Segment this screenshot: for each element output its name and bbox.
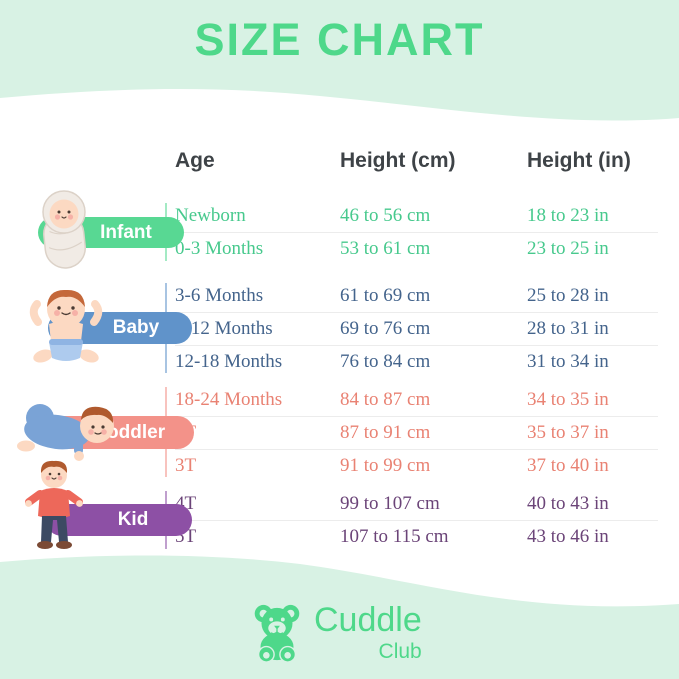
height-in-cell: 18 to 23 in — [527, 205, 609, 226]
header-age: Age — [175, 149, 215, 172]
baby-rows: 3-6 Months 61 to 69 cm 25 to 28 in 6-12 … — [175, 280, 658, 378]
age-cell: Newborn — [175, 205, 246, 226]
table-row: Newborn 46 to 56 cm 18 to 23 in — [175, 200, 658, 232]
header-height-in: Height (in) — [527, 149, 631, 172]
height-in-cell: 40 to 43 in — [527, 493, 609, 514]
infant-label: Infant — [100, 221, 152, 243]
age-cell: 0-3 Months — [175, 238, 264, 259]
logo-sub-text: Club — [378, 640, 422, 664]
height-in-cell: 31 to 34 in — [527, 351, 609, 372]
table-row: 3T 91 to 99 cm 37 to 40 in — [175, 449, 658, 482]
header-height-cm: Height (cm) — [340, 149, 456, 172]
page-title: SIZE CHART — [194, 14, 485, 65]
height-cm-cell: 99 to 107 cm — [340, 493, 440, 514]
kid-illustration — [24, 458, 88, 557]
kid-label-pill: Kid — [46, 504, 192, 536]
height-cm-cell: 91 to 99 cm — [340, 455, 431, 476]
height-cm-cell: 84 to 87 cm — [340, 389, 431, 410]
age-cell: 12-18 Months — [175, 351, 283, 372]
table-row: 12-18 Months 76 to 84 cm 31 to 34 in — [175, 345, 658, 378]
height-cm-cell: 53 to 61 cm — [340, 238, 431, 259]
height-in-cell: 28 to 31 in — [527, 318, 609, 339]
height-cm-cell: 87 to 91 cm — [340, 422, 431, 443]
toddler-rows: 18-24 Months 84 to 87 cm 34 to 35 in 2T … — [175, 384, 658, 482]
height-in-cell: 35 to 37 in — [527, 422, 609, 443]
table-row: 2T 87 to 91 cm 35 to 37 in — [175, 416, 658, 449]
baby-illustration — [16, 282, 116, 379]
table-header: Age Height (cm) Height (in) — [175, 149, 658, 173]
height-in-cell: 23 to 25 in — [527, 238, 609, 259]
height-cm-cell: 61 to 69 cm — [340, 285, 431, 306]
kid-label: Kid — [117, 509, 149, 530]
table-row: 5T 107 to 115 cm 43 to 46 in — [175, 520, 658, 553]
age-cell: 2T — [175, 422, 340, 444]
toddler-illustration — [10, 392, 125, 471]
height-in-cell: 34 to 35 in — [527, 389, 609, 410]
table-row: 6-12 Months 69 to 76 cm 28 to 31 in — [175, 312, 658, 345]
age-cell: 4T — [175, 493, 197, 514]
height-in-cell: 43 to 46 in — [527, 526, 609, 547]
brand-logo: Cuddle Club — [246, 601, 422, 664]
height-in-cell: 25 to 28 in — [527, 285, 609, 306]
age-cell: 5T — [175, 526, 197, 547]
baby-label: Baby — [112, 317, 160, 338]
age-cell: 6-12 Months — [175, 318, 273, 339]
kid-rows: 4T 99 to 107 cm 40 to 43 in 5T 107 to 11… — [175, 488, 658, 553]
height-cm-cell: 46 to 56 cm — [340, 205, 431, 226]
height-cm-cell: 76 to 84 cm — [340, 351, 431, 372]
age-cell: 3-6 Months — [175, 285, 264, 306]
height-in-cell: 37 to 40 in — [527, 455, 609, 476]
table-row: 0-3 Months 53 to 61 cm 23 to 25 in — [175, 232, 658, 265]
height-cm-cell: 69 to 76 cm — [340, 318, 431, 339]
infant-rows: Newborn 46 to 56 cm 18 to 23 in 0-3 Mont… — [175, 200, 658, 265]
height-cm-cell: 107 to 115 cm — [340, 526, 449, 547]
age-cell: 18-24 Months — [175, 389, 283, 410]
table-row: 18-24 Months 84 to 87 cm 34 to 35 in — [175, 384, 658, 416]
infant-baby-illustration — [24, 186, 104, 275]
table-row: 3-6 Months 61 to 69 cm 25 to 28 in — [175, 280, 658, 312]
teddy-bear-icon — [254, 604, 300, 663]
age-cell: 3T — [175, 455, 197, 476]
table-row: 4T 99 to 107 cm 40 to 43 in — [175, 488, 658, 520]
logo-brand-text: Cuddle — [314, 601, 422, 639]
